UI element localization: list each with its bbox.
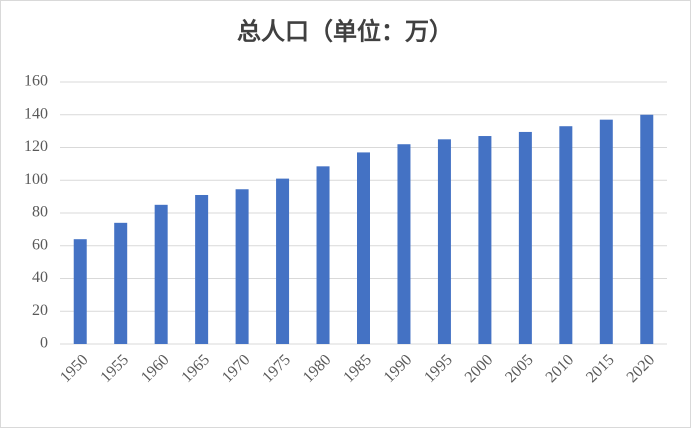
- y-tick-label: 80: [32, 204, 48, 221]
- y-tick-label: 60: [32, 236, 48, 253]
- y-tick-label: 140: [24, 105, 48, 122]
- chart-title: 总人口（单位：万）: [237, 18, 453, 46]
- bar: [599, 119, 613, 344]
- y-tick-label: 120: [24, 138, 48, 155]
- y-tick-label: 40: [32, 269, 48, 286]
- bar: [357, 152, 370, 344]
- bar: [114, 222, 128, 344]
- bar: [316, 166, 330, 344]
- bar: [154, 204, 168, 344]
- y-tick-label: 100: [24, 171, 48, 188]
- y-tick-label: 20: [32, 302, 48, 319]
- bar: [73, 239, 87, 344]
- y-tick-label: 0: [40, 335, 48, 352]
- y-tick-label: 160: [24, 73, 48, 90]
- bar: [437, 139, 451, 344]
- bar: [640, 114, 654, 344]
- bar: [478, 136, 492, 344]
- bar: [235, 189, 249, 344]
- bar: [195, 194, 209, 344]
- bar: [397, 144, 411, 344]
- bar: [559, 126, 573, 345]
- bar: [518, 131, 532, 344]
- bar: [276, 178, 290, 344]
